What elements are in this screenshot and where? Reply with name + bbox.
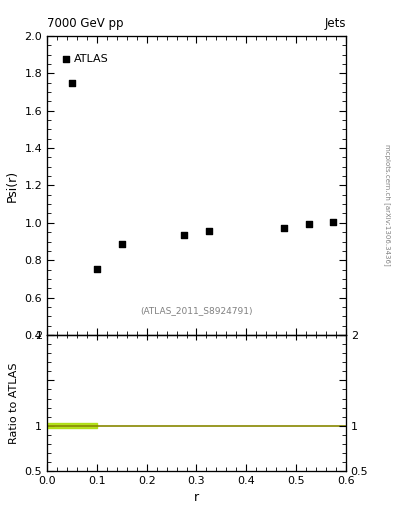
Text: Jets: Jets xyxy=(324,17,346,30)
Text: 7000 GeV pp: 7000 GeV pp xyxy=(47,17,124,30)
ATLAS xyxy=(330,218,336,226)
ATLAS xyxy=(305,220,312,228)
ATLAS xyxy=(281,224,287,232)
ATLAS xyxy=(94,265,100,273)
Y-axis label: Ratio to ATLAS: Ratio to ATLAS xyxy=(9,362,19,444)
X-axis label: r: r xyxy=(194,492,199,504)
Text: (ATLAS_2011_S8924791): (ATLAS_2011_S8924791) xyxy=(140,307,253,315)
ATLAS xyxy=(69,78,75,87)
Legend: ATLAS: ATLAS xyxy=(59,50,112,67)
ATLAS xyxy=(206,227,212,236)
Y-axis label: Psi(r): Psi(r) xyxy=(6,169,19,202)
ATLAS xyxy=(119,240,125,248)
ATLAS xyxy=(181,231,187,239)
Text: mcplots.cern.ch [arXiv:1306.3436]: mcplots.cern.ch [arXiv:1306.3436] xyxy=(384,144,391,266)
